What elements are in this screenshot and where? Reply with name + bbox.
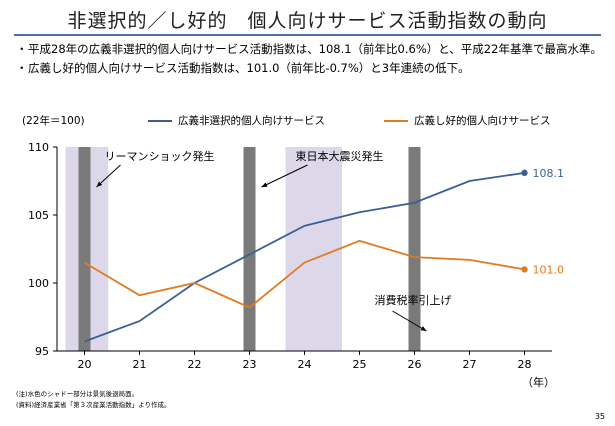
title-underline <box>14 34 601 36</box>
legend-label: 広義非選択的個人向けサービス <box>178 115 325 127</box>
page-number: 35 <box>594 412 605 421</box>
arrow-head <box>261 182 268 187</box>
x-tick-label: 24 <box>298 358 312 371</box>
x-tick-label: 20 <box>78 358 92 371</box>
end-value-label: 108.1 <box>533 167 565 180</box>
arrow-head <box>420 326 427 331</box>
arrow-head <box>96 181 103 187</box>
x-tick-label: 28 <box>518 358 532 371</box>
legend-entry-preference: 広義し好的個人向けサービス <box>384 113 551 128</box>
legend-label: 広義し好的個人向けサービス <box>414 115 551 127</box>
y-unit-label: (22年＝100) <box>22 115 85 127</box>
y-tick-label: 110 <box>28 141 49 154</box>
bullet-text: 平成28年の広義非選択的個人向けサービス活動指数は、108.1（前年比0.6%）… <box>28 42 602 56</box>
data-point <box>521 169 528 177</box>
summary-bullets: ・ 平成28年の広義非選択的個人向けサービス活動指数は、108.1（前年比0.6… <box>16 42 606 80</box>
recession-shading <box>285 147 342 351</box>
footnotes: (注)水色のシャドー部分は景気後退局面。 (資料)経済産業省「第３次産業活動指数… <box>16 389 170 411</box>
y-tick-label: 100 <box>28 277 49 290</box>
annotation-arrow <box>261 164 308 188</box>
bullet-text: 広義し好的個人向けサービス活動指数は、101.0（前年比-0.7%）と3年連続の… <box>28 61 470 75</box>
event-label: 消費税率引上げ <box>375 293 452 307</box>
x-tick-label: 25 <box>353 358 367 371</box>
legend-entry-nonselective: 広義非選択的個人向けサービス <box>148 113 325 128</box>
y-tick-label: 105 <box>28 209 49 222</box>
legend-swatch-orange <box>384 119 408 122</box>
event-bar <box>408 147 421 351</box>
event-bar <box>243 147 256 351</box>
bullet-item: ・ 広義し好的個人向けサービス活動指数は、101.0（前年比-0.7%）と3年連… <box>16 61 606 76</box>
x-tick-label: 23 <box>243 358 257 371</box>
event-label: リーマンショック発生 <box>105 149 215 163</box>
page-title: 非選択的／し好的 個人向けサービス活動指数の動向 <box>67 10 548 32</box>
bullet-marker: ・ <box>16 61 28 75</box>
bullet-marker: ・ <box>16 42 28 56</box>
bullet-item: ・ 平成28年の広義非選択的個人向けサービス活動指数は、108.1（前年比0.6… <box>16 42 606 57</box>
x-tick-label: 22 <box>188 358 202 371</box>
annotation-arrow <box>392 310 427 332</box>
end-value-label: 101.0 <box>533 263 565 276</box>
event-bar <box>78 147 91 351</box>
y-tick-label: 95 <box>35 345 49 358</box>
event-label: 東日本大震災発生 <box>296 149 384 163</box>
note-source: (資料)経済産業省「第３次産業活動指数」より作成。 <box>16 401 171 409</box>
x-tick-label: 21 <box>133 358 147 371</box>
x-unit-label: （年） <box>522 375 555 389</box>
x-tick-label: 27 <box>463 358 477 371</box>
note-shading: (注)水色のシャドー部分は景気後退局面。 <box>16 390 139 398</box>
data-point <box>521 266 528 273</box>
legend-swatch-blue <box>148 119 172 122</box>
x-tick-label: 26 <box>408 358 422 371</box>
series-line-1 <box>84 239 525 309</box>
series-line-0 <box>84 171 525 343</box>
